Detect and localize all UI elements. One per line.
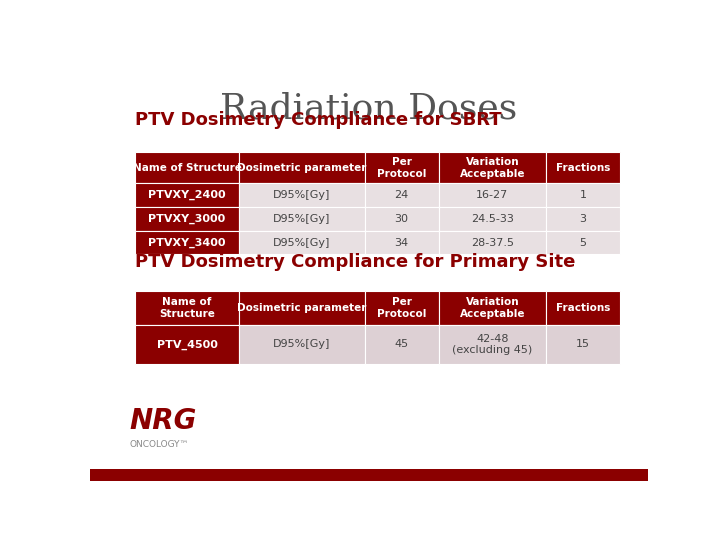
Text: 3: 3 bbox=[580, 214, 587, 224]
Text: 1: 1 bbox=[580, 190, 587, 200]
Bar bbox=[135, 292, 239, 325]
Text: PTV Dosimetry Compliance for Primary Site: PTV Dosimetry Compliance for Primary Sit… bbox=[135, 253, 575, 271]
Text: Variation
Acceptable: Variation Acceptable bbox=[459, 157, 525, 179]
Text: 45: 45 bbox=[395, 340, 409, 349]
Bar bbox=[90, 469, 648, 481]
Text: 15: 15 bbox=[576, 340, 590, 349]
Text: NRG: NRG bbox=[129, 407, 197, 435]
Bar bbox=[364, 152, 438, 183]
Text: D95%[Gy]: D95%[Gy] bbox=[274, 340, 330, 349]
Text: 16-27: 16-27 bbox=[476, 190, 508, 200]
Text: Name of
Structure: Name of Structure bbox=[159, 297, 215, 319]
Text: 24.5-33: 24.5-33 bbox=[471, 214, 514, 224]
Bar bbox=[546, 292, 620, 325]
Bar bbox=[364, 183, 438, 207]
Text: 28-37.5: 28-37.5 bbox=[471, 238, 514, 247]
Bar bbox=[438, 231, 546, 254]
Text: 5: 5 bbox=[580, 238, 587, 247]
Bar bbox=[438, 183, 546, 207]
Text: Per
Protocol: Per Protocol bbox=[377, 157, 426, 179]
Bar bbox=[438, 292, 546, 325]
Text: PTV Dosimetry Compliance for SBRT: PTV Dosimetry Compliance for SBRT bbox=[135, 111, 501, 129]
Bar bbox=[546, 152, 620, 183]
Bar bbox=[364, 292, 438, 325]
Text: D95%[Gy]: D95%[Gy] bbox=[274, 190, 330, 200]
Bar bbox=[239, 207, 364, 231]
Text: PTVXY_3000: PTVXY_3000 bbox=[148, 214, 225, 224]
Bar bbox=[364, 207, 438, 231]
Bar bbox=[239, 231, 364, 254]
Bar bbox=[135, 231, 239, 254]
Bar bbox=[239, 325, 364, 364]
Bar bbox=[438, 152, 546, 183]
Text: PTVXY_2400: PTVXY_2400 bbox=[148, 190, 226, 200]
Text: PTV_4500: PTV_4500 bbox=[156, 339, 217, 349]
Bar bbox=[546, 183, 620, 207]
Text: D95%[Gy]: D95%[Gy] bbox=[274, 238, 330, 247]
Bar bbox=[546, 207, 620, 231]
Text: Name of Structure: Name of Structure bbox=[132, 163, 241, 173]
Text: Variation
Acceptable: Variation Acceptable bbox=[459, 297, 525, 319]
Bar bbox=[546, 325, 620, 364]
Bar bbox=[135, 325, 239, 364]
Text: 30: 30 bbox=[395, 214, 409, 224]
Text: 42-48
(excluding 45): 42-48 (excluding 45) bbox=[452, 334, 533, 355]
Text: Dosimetric parameter: Dosimetric parameter bbox=[238, 163, 366, 173]
Bar bbox=[364, 325, 438, 364]
Bar bbox=[239, 292, 364, 325]
Bar bbox=[239, 183, 364, 207]
Bar bbox=[438, 207, 546, 231]
Text: Radiation Doses: Radiation Doses bbox=[220, 92, 518, 126]
Text: Fractions: Fractions bbox=[556, 163, 611, 173]
Bar bbox=[438, 325, 546, 364]
Bar bbox=[135, 207, 239, 231]
Text: PTVXY_3400: PTVXY_3400 bbox=[148, 238, 226, 248]
Bar bbox=[364, 231, 438, 254]
Text: D95%[Gy]: D95%[Gy] bbox=[274, 214, 330, 224]
Text: Fractions: Fractions bbox=[556, 303, 611, 313]
Text: Dosimetric parameter: Dosimetric parameter bbox=[238, 303, 366, 313]
Bar bbox=[546, 231, 620, 254]
Bar bbox=[239, 152, 364, 183]
Text: 24: 24 bbox=[395, 190, 409, 200]
Text: Per
Protocol: Per Protocol bbox=[377, 297, 426, 319]
Bar bbox=[135, 152, 239, 183]
Text: ONCOLOGY™: ONCOLOGY™ bbox=[129, 441, 189, 449]
Bar bbox=[135, 183, 239, 207]
Text: 34: 34 bbox=[395, 238, 409, 247]
